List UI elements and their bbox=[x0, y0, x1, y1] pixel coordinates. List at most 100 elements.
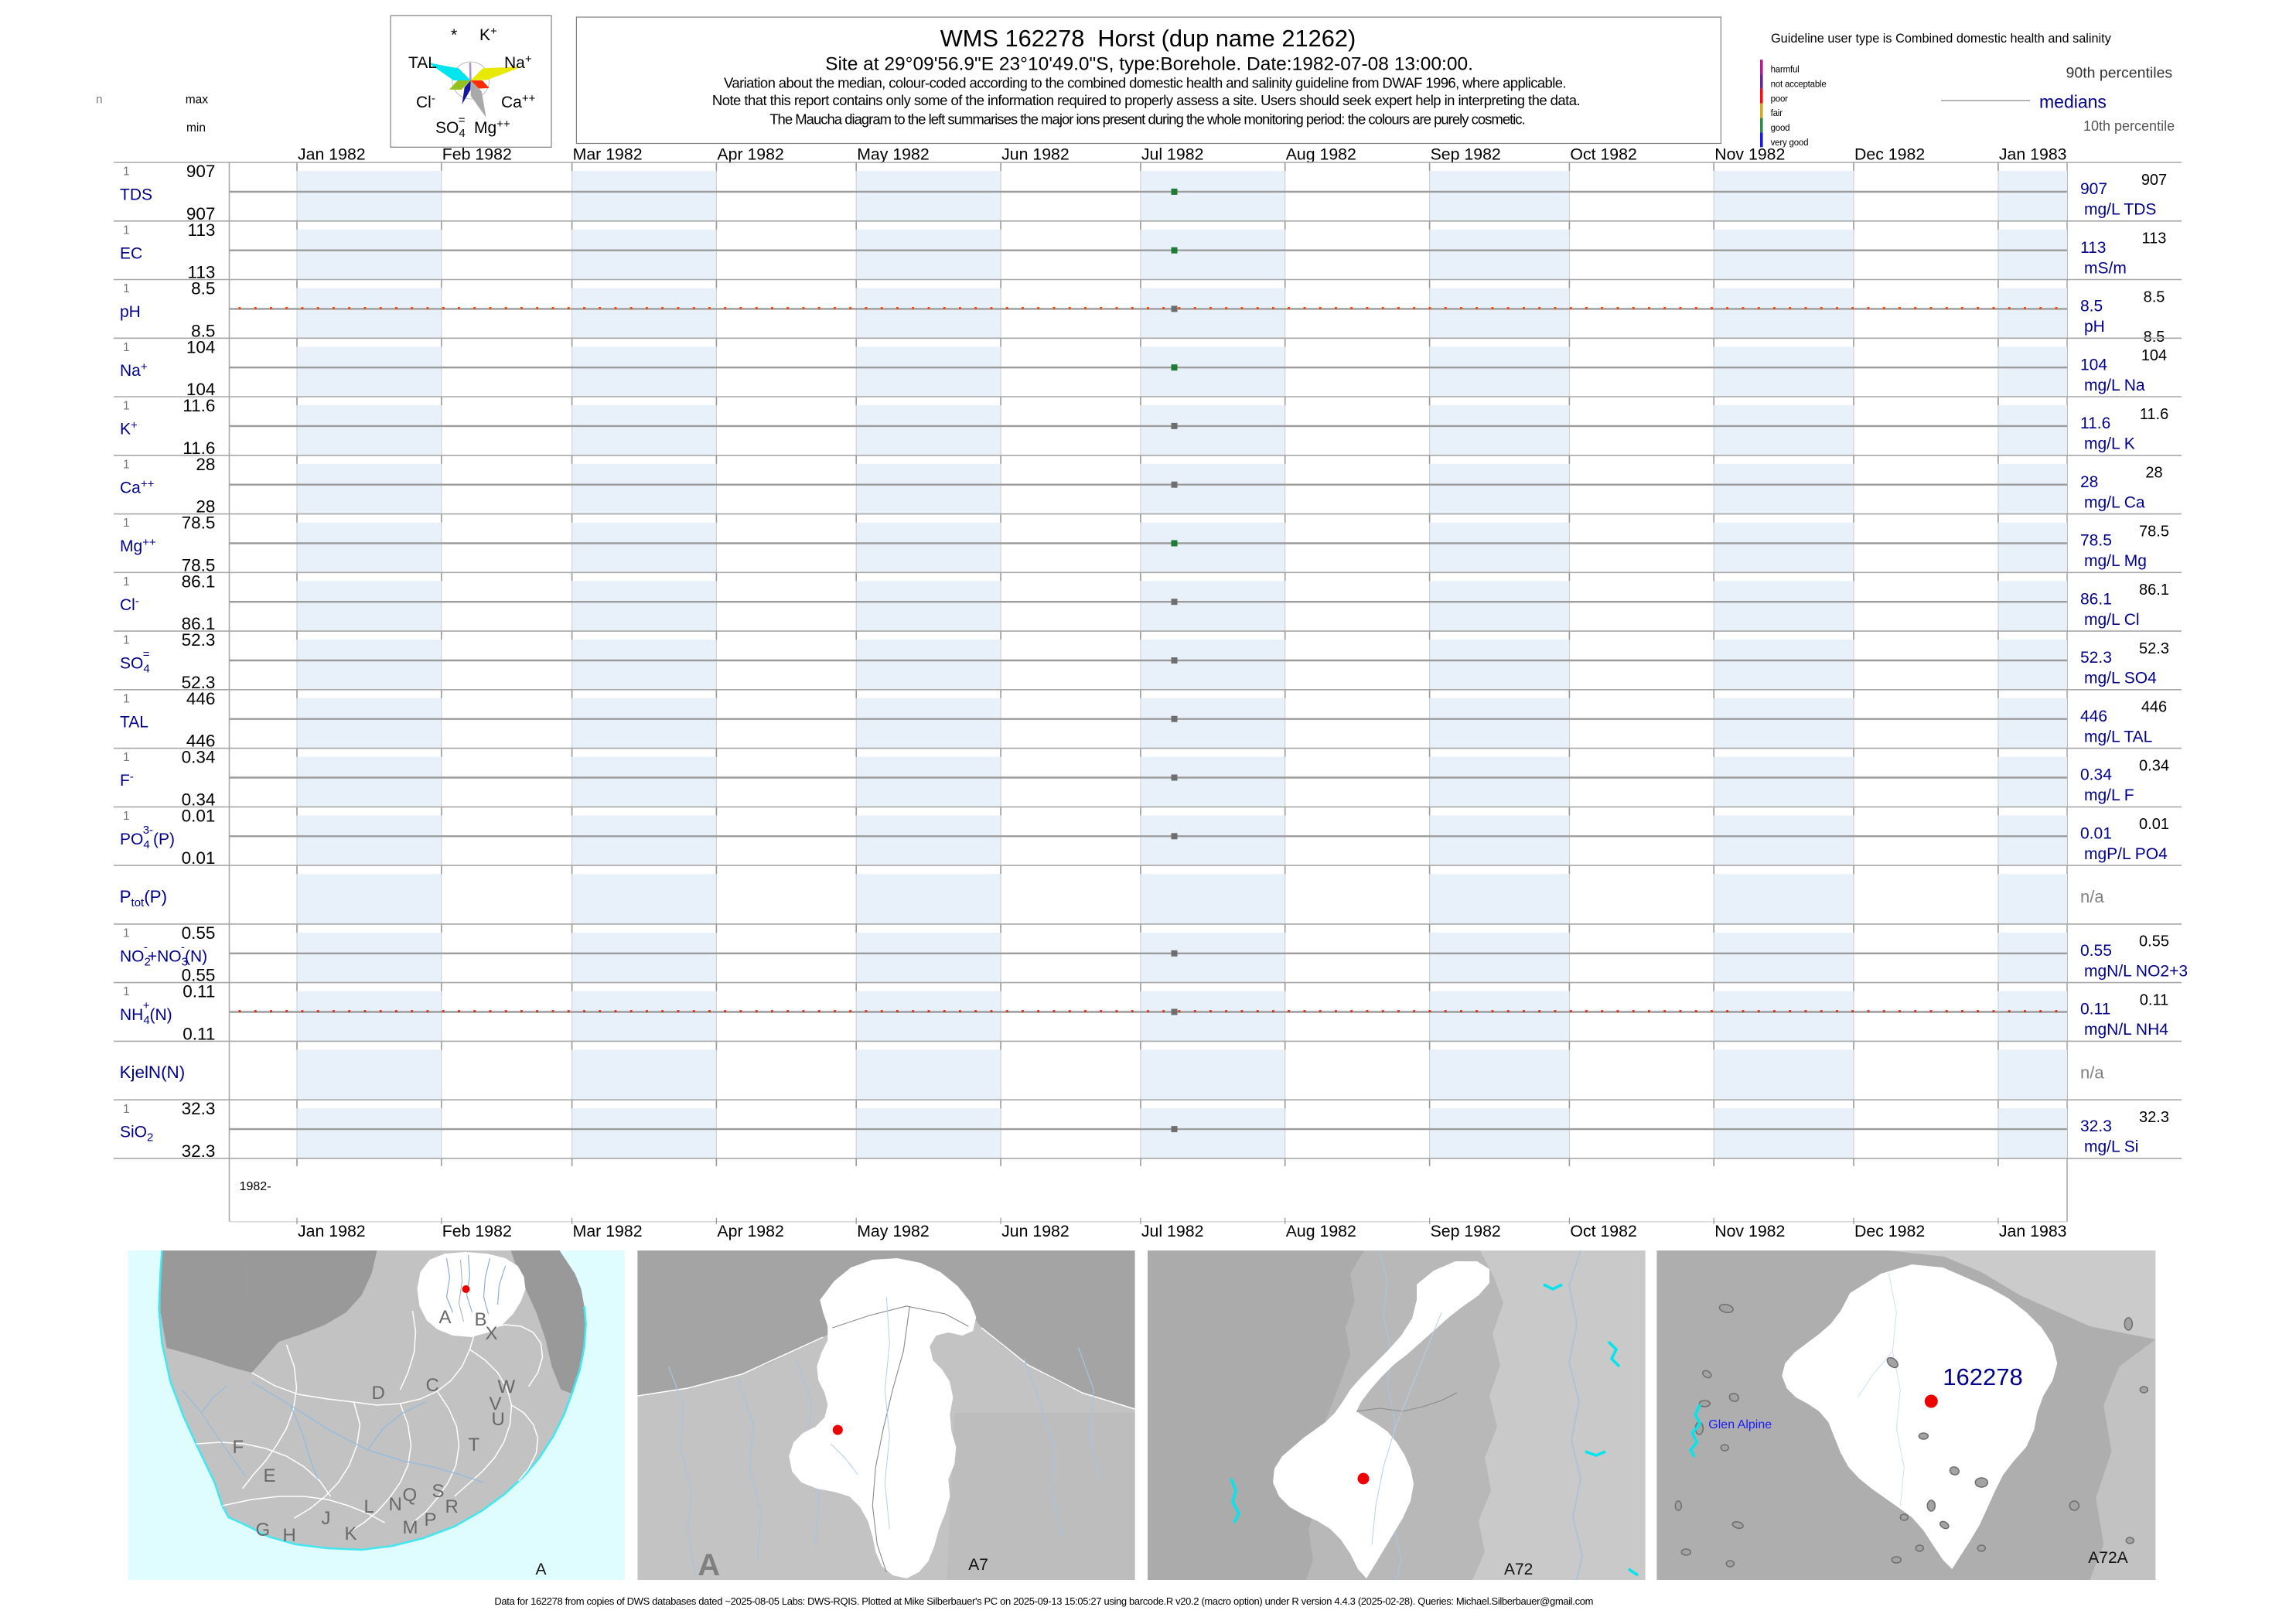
svg-text:Dec 1982: Dec 1982 bbox=[1854, 145, 1925, 163]
svg-text:0.11: 0.11 bbox=[183, 1024, 215, 1043]
svg-text:mg/L Si: mg/L Si bbox=[2084, 1138, 2138, 1156]
svg-text:pH: pH bbox=[2084, 318, 2105, 336]
svg-text:90th percentiles: 90th percentiles bbox=[2066, 65, 2173, 82]
svg-text:0.11: 0.11 bbox=[2080, 1001, 2110, 1018]
svg-text:1: 1 bbox=[123, 575, 130, 589]
svg-text:F: F bbox=[233, 1437, 244, 1458]
svg-text:1: 1 bbox=[123, 517, 130, 530]
svg-text:mgN/L NO2+3: mgN/L NO2+3 bbox=[2084, 962, 2188, 980]
svg-text:A7: A7 bbox=[968, 1556, 988, 1574]
svg-text:104: 104 bbox=[186, 380, 216, 399]
svg-text:mg/L TAL: mg/L TAL bbox=[2084, 728, 2152, 745]
svg-text:Oct 1982: Oct 1982 bbox=[1570, 145, 1636, 163]
svg-text:Mg++​: Mg++​ bbox=[120, 536, 156, 555]
svg-text:1: 1 bbox=[123, 400, 130, 413]
svg-text:W: W bbox=[498, 1377, 516, 1397]
svg-text:Sep 1982: Sep 1982 bbox=[1431, 1222, 1501, 1240]
svg-text:Variation about the median, c: Variation about the median, colour-coded… bbox=[724, 75, 1566, 91]
svg-text:0.01: 0.01 bbox=[2080, 824, 2112, 842]
svg-text:H: H bbox=[283, 1525, 296, 1546]
svg-text:0.01: 0.01 bbox=[2139, 816, 2169, 833]
svg-text:28: 28 bbox=[196, 497, 215, 517]
svg-text:G: G bbox=[256, 1520, 271, 1540]
svg-text:8.5: 8.5 bbox=[2080, 298, 2103, 316]
svg-text:1: 1 bbox=[123, 985, 130, 998]
svg-text:11.6: 11.6 bbox=[183, 438, 215, 458]
svg-text:78.5: 78.5 bbox=[2139, 523, 2169, 540]
svg-text:10th percentile: 10th percentile bbox=[2083, 118, 2175, 134]
svg-text:0.01: 0.01 bbox=[182, 848, 216, 868]
svg-text:M: M bbox=[403, 1517, 418, 1538]
svg-text:32.3: 32.3 bbox=[2080, 1117, 2112, 1135]
svg-text:446: 446 bbox=[2080, 708, 2107, 725]
svg-text:fair: fair bbox=[1771, 109, 1783, 118]
svg-text:907: 907 bbox=[2141, 172, 2167, 189]
svg-text:Ptot​(P): Ptot​(P) bbox=[120, 887, 167, 909]
svg-text:max: max bbox=[186, 94, 209, 107]
svg-text:907: 907 bbox=[186, 204, 216, 223]
svg-text:Jan 1983: Jan 1983 bbox=[1999, 145, 2067, 163]
svg-text:mg/L Ca: mg/L Ca bbox=[2084, 493, 2145, 511]
svg-text:A: A bbox=[536, 1561, 547, 1578]
svg-text:S: S bbox=[432, 1481, 445, 1502]
svg-text:1: 1 bbox=[123, 810, 130, 823]
svg-text:P: P bbox=[425, 1510, 437, 1530]
svg-text:1: 1 bbox=[123, 1103, 130, 1116]
svg-text:Jan 1983: Jan 1983 bbox=[1999, 1222, 2067, 1240]
svg-text:K: K bbox=[345, 1523, 357, 1544]
svg-text:mg/L Na: mg/L Na bbox=[2084, 377, 2145, 394]
svg-text:Sep 1982: Sep 1982 bbox=[1431, 145, 1501, 163]
svg-text:D: D bbox=[372, 1383, 385, 1404]
svg-text:Mar 1982: Mar 1982 bbox=[573, 145, 643, 163]
svg-text:446: 446 bbox=[186, 689, 216, 708]
svg-text:52.3: 52.3 bbox=[2080, 649, 2112, 667]
svg-text:Mar 1982: Mar 1982 bbox=[573, 1222, 643, 1240]
svg-text:28: 28 bbox=[2080, 473, 2098, 491]
svg-text:104: 104 bbox=[186, 337, 216, 357]
svg-text:11.6: 11.6 bbox=[183, 396, 215, 415]
svg-text:Data for 162278 from copies of: Data for 162278 from copies of DWS datab… bbox=[494, 1595, 1593, 1607]
svg-text:52.3: 52.3 bbox=[2139, 640, 2169, 657]
svg-text:E: E bbox=[264, 1465, 276, 1486]
svg-text:L: L bbox=[364, 1496, 374, 1517]
svg-text:0.55: 0.55 bbox=[182, 923, 216, 943]
svg-text:Jan 1982: Jan 1982 bbox=[298, 1222, 366, 1240]
svg-text:medians: medians bbox=[2039, 92, 2107, 112]
svg-text:May 1982: May 1982 bbox=[857, 1222, 930, 1240]
svg-text:113: 113 bbox=[188, 263, 216, 282]
svg-text:pH: pH bbox=[120, 303, 141, 321]
svg-text:A: A bbox=[439, 1307, 452, 1328]
svg-text:A72A: A72A bbox=[2088, 1549, 2127, 1567]
svg-text:Apr 1982: Apr 1982 bbox=[717, 145, 783, 163]
svg-text:0.34: 0.34 bbox=[2139, 757, 2169, 774]
svg-text:1: 1 bbox=[123, 692, 130, 705]
svg-text:A: A bbox=[698, 1548, 720, 1582]
svg-text:mg/L SO4: mg/L SO4 bbox=[2084, 670, 2157, 687]
svg-text:Site at 29°09'56.9"E 23°10'49.: Site at 29°09'56.9"E 23°10'49.0"S, type:… bbox=[825, 54, 1473, 75]
svg-text:poor: poor bbox=[1771, 94, 1789, 104]
svg-text:113: 113 bbox=[188, 220, 216, 240]
svg-text:May 1982: May 1982 bbox=[857, 145, 930, 163]
svg-text:very good: very good bbox=[1771, 138, 1809, 148]
svg-text:KjelN(N): KjelN(N) bbox=[120, 1063, 186, 1082]
svg-text:Aug 1982: Aug 1982 bbox=[1286, 145, 1356, 163]
svg-text:The Maucha diagram to the left: The Maucha diagram to the left summarise… bbox=[769, 111, 1525, 128]
svg-text:0.55: 0.55 bbox=[182, 966, 216, 985]
svg-text:52.3: 52.3 bbox=[182, 673, 216, 692]
svg-text:Apr 1982: Apr 1982 bbox=[717, 1222, 783, 1240]
svg-text:Q: Q bbox=[403, 1485, 418, 1506]
svg-text:Jun 1982: Jun 1982 bbox=[1001, 1222, 1070, 1240]
svg-text:B: B bbox=[475, 1309, 487, 1330]
svg-text:n: n bbox=[96, 94, 103, 107]
svg-text:PO4​3-​(P): PO4​3-​(P) bbox=[120, 824, 175, 851]
svg-text:1: 1 bbox=[123, 927, 130, 940]
svg-text:0.55: 0.55 bbox=[2139, 933, 2169, 950]
svg-text:good: good bbox=[1771, 124, 1790, 133]
svg-text:X: X bbox=[486, 1323, 498, 1344]
svg-text:32.3: 32.3 bbox=[182, 1141, 216, 1161]
svg-text:Jan 1982: Jan 1982 bbox=[298, 145, 366, 163]
svg-text:52.3: 52.3 bbox=[182, 630, 216, 650]
svg-text:Feb 1982: Feb 1982 bbox=[442, 145, 512, 163]
svg-text:104: 104 bbox=[2141, 347, 2167, 364]
svg-text:0.34: 0.34 bbox=[182, 748, 216, 767]
